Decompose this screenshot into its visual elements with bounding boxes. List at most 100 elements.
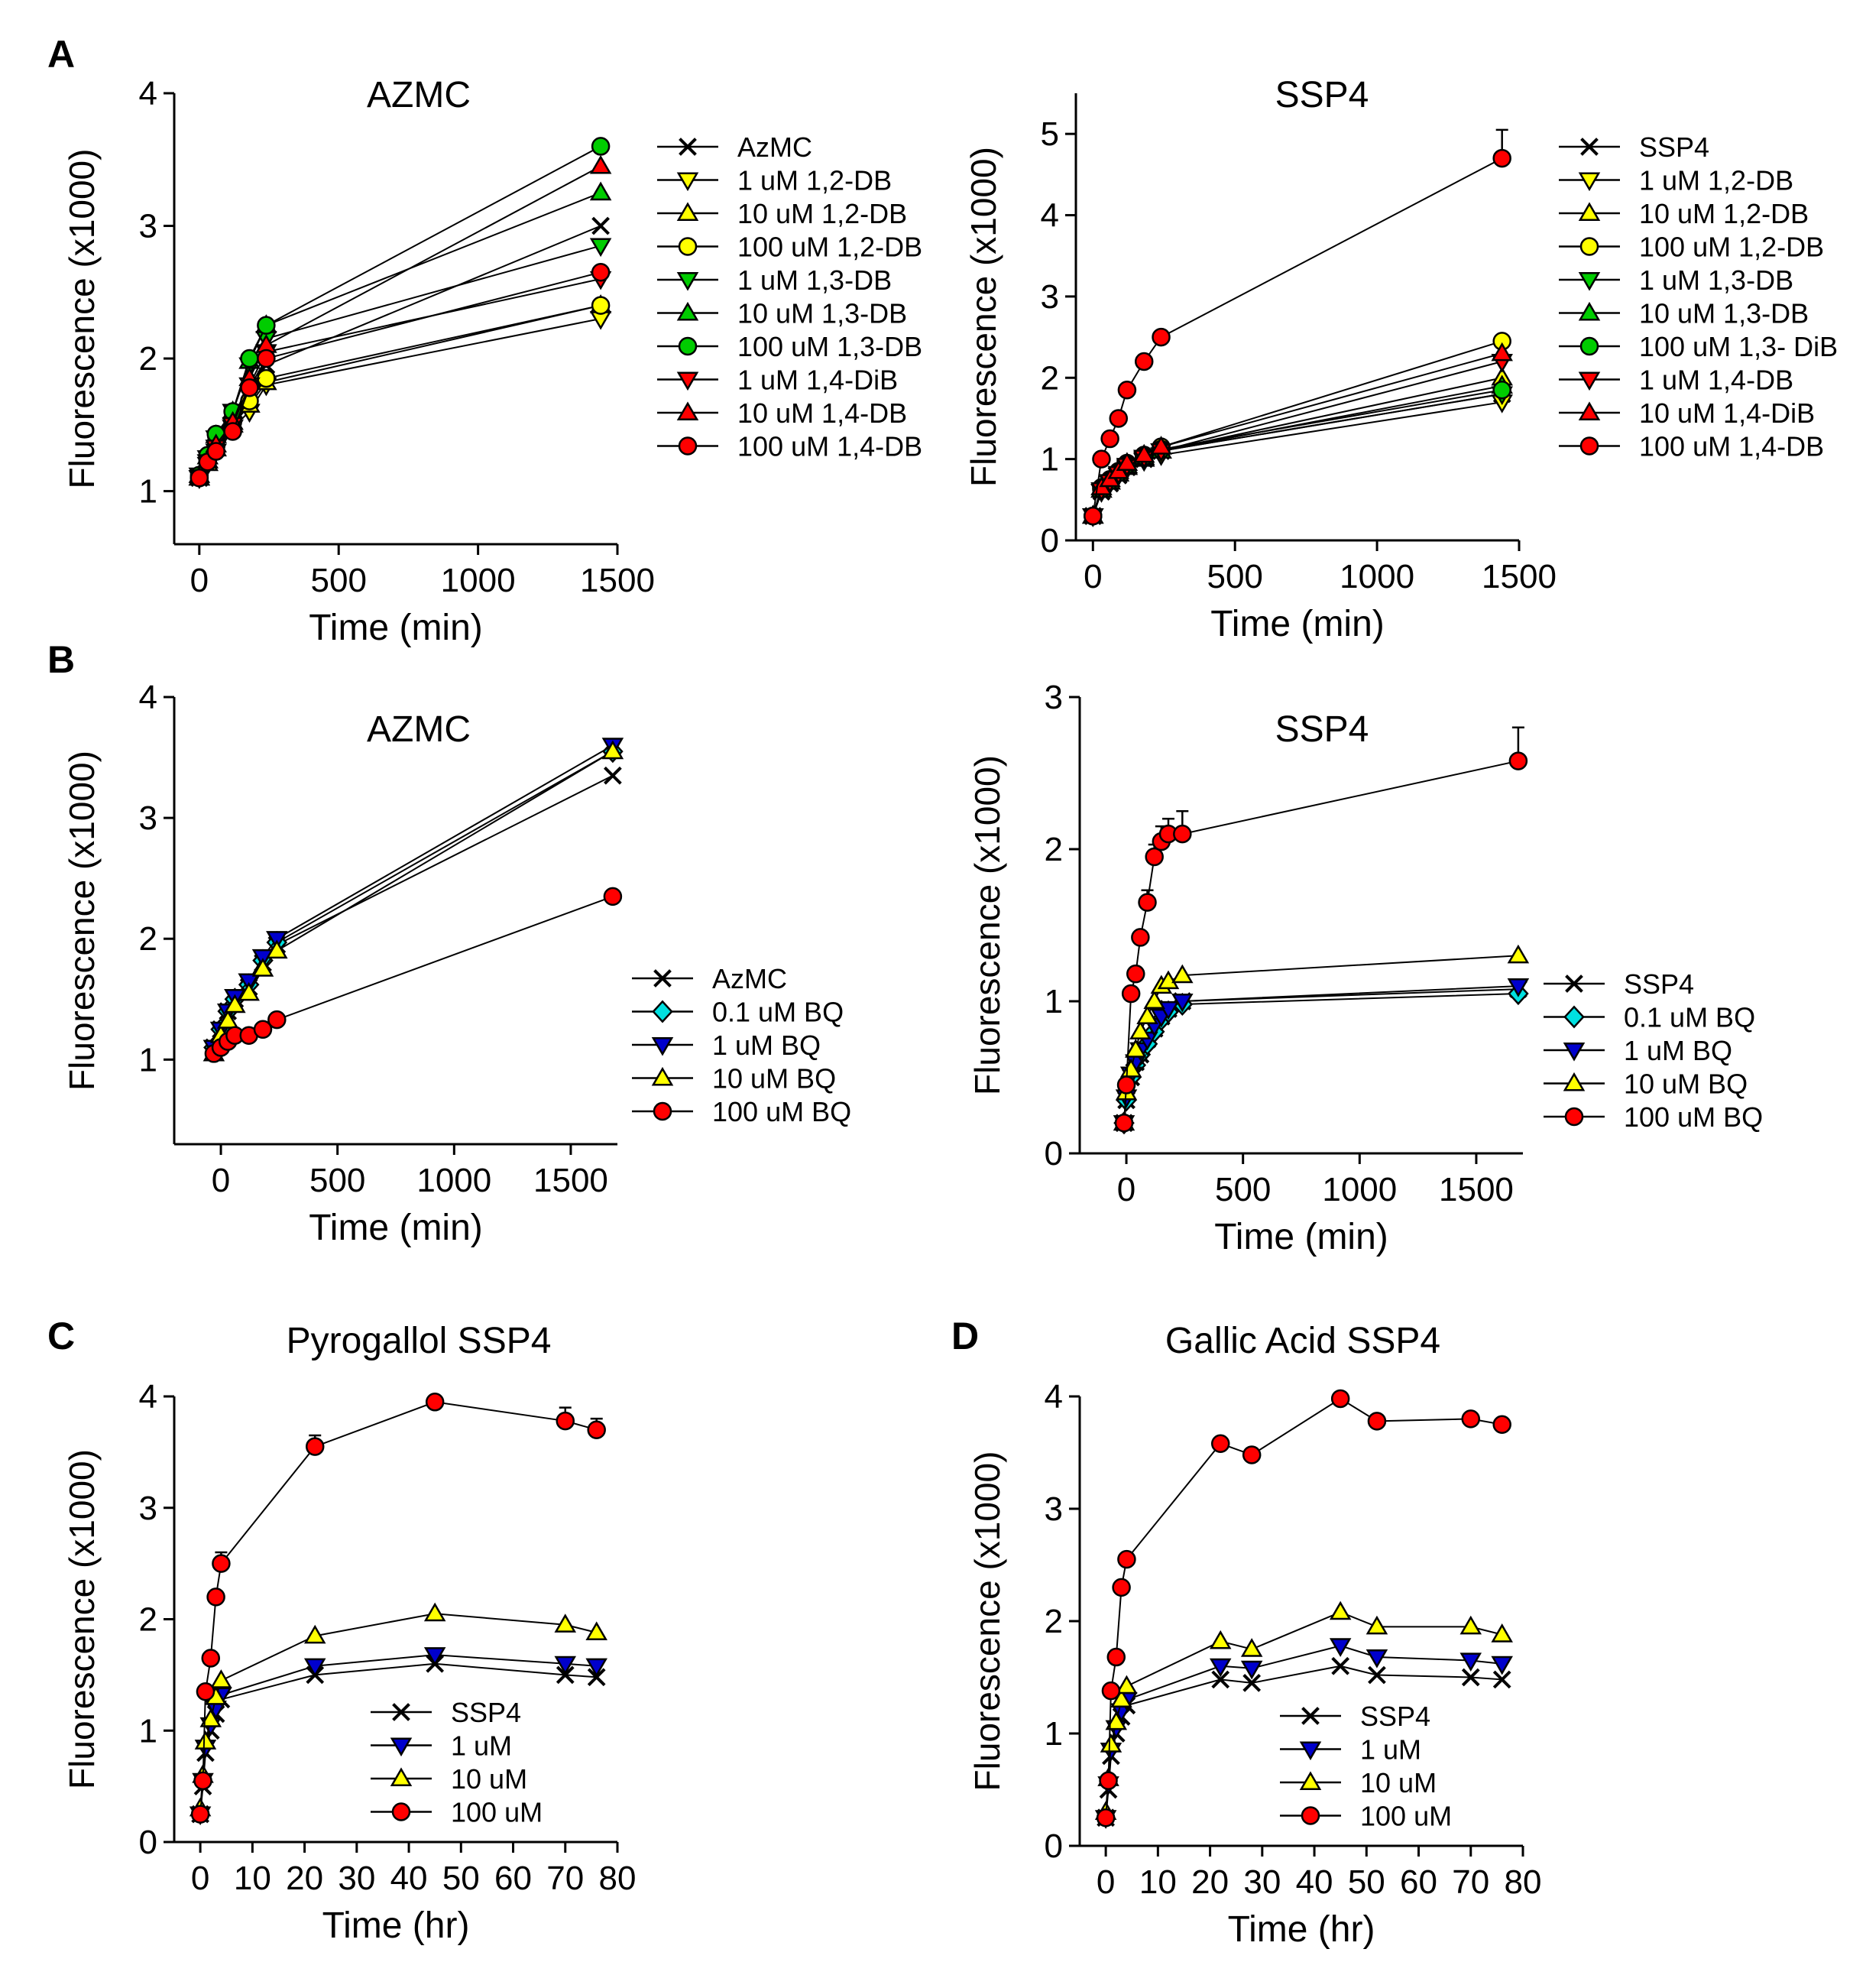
series-1 bbox=[1094, 1638, 1513, 1829]
data-point bbox=[589, 154, 612, 174]
legend-marker bbox=[676, 301, 699, 321]
data-point bbox=[591, 137, 611, 156]
data-point bbox=[1116, 452, 1139, 472]
y-tick-label: 1 bbox=[139, 473, 157, 511]
data-point bbox=[591, 263, 611, 282]
x-axis-label: Time (hr) bbox=[322, 1905, 470, 1946]
data-point bbox=[1329, 1638, 1352, 1657]
x-stroke bbox=[653, 969, 672, 988]
data-point bbox=[1508, 751, 1528, 770]
legend-label: 10 uM 1,3-DB bbox=[1639, 298, 1809, 329]
x-stroke bbox=[1368, 1665, 1386, 1685]
legend-label: 100 uM 1,3- DiB bbox=[1639, 331, 1838, 362]
series-line bbox=[212, 744, 614, 1048]
data-point bbox=[423, 1602, 446, 1622]
y-tick-label: 2 bbox=[1045, 831, 1063, 868]
legend-label: 10 uM BQ bbox=[1624, 1069, 1748, 1100]
x-axis-label: Time (min) bbox=[309, 608, 483, 648]
y-tick-label: 3 bbox=[139, 1490, 157, 1527]
legend-label: 1 uM 1,4-DB bbox=[1639, 365, 1793, 396]
legend-marker bbox=[652, 1000, 673, 1023]
data-point bbox=[193, 1771, 212, 1791]
data-point bbox=[1242, 1445, 1262, 1464]
x-stroke bbox=[1580, 138, 1599, 156]
data-point bbox=[253, 1020, 273, 1039]
data-point bbox=[257, 368, 276, 388]
series-7 bbox=[1082, 353, 1513, 527]
legend-marker bbox=[1563, 1042, 1586, 1062]
chart-title: SSP4 bbox=[1275, 75, 1369, 115]
data-point bbox=[1367, 1412, 1387, 1431]
data-point bbox=[1331, 1656, 1350, 1675]
legend-marker bbox=[1563, 1072, 1586, 1091]
legend-marker bbox=[1579, 436, 1599, 456]
legend-marker bbox=[1578, 202, 1601, 222]
series-1 bbox=[203, 740, 624, 1059]
data-point bbox=[423, 1647, 446, 1666]
legend-marker bbox=[678, 237, 698, 256]
series-line bbox=[212, 751, 614, 1048]
legend-label: 1 uM bbox=[451, 1730, 512, 1762]
series-2 bbox=[1113, 978, 1530, 1134]
legend-marker bbox=[676, 371, 699, 391]
legend-marker bbox=[1578, 401, 1601, 421]
legend-marker bbox=[676, 271, 699, 291]
legend-label: 1 uM 1,2-DB bbox=[1639, 165, 1793, 196]
data-point bbox=[1461, 1409, 1481, 1429]
legend-marker bbox=[1578, 271, 1601, 291]
data-point bbox=[1138, 893, 1157, 912]
x-stroke bbox=[1492, 1670, 1511, 1689]
x-tick-label: 500 bbox=[309, 1162, 365, 1199]
legend-label: SSP4 bbox=[451, 1697, 521, 1728]
series-line bbox=[212, 774, 614, 1048]
y-tick-label: 3 bbox=[1045, 1490, 1063, 1528]
x-stroke bbox=[1331, 1656, 1350, 1675]
x-tick-label: 30 bbox=[338, 1860, 375, 1897]
y-tick-label: 4 bbox=[139, 75, 157, 112]
series-line bbox=[213, 895, 614, 1055]
legend-marker bbox=[1563, 1005, 1585, 1029]
y-tick-label: 1 bbox=[1045, 983, 1063, 1020]
series-1 bbox=[189, 1647, 607, 1826]
y-tick-label: 4 bbox=[1045, 1378, 1063, 1416]
y-tick-label: 1 bbox=[139, 1712, 157, 1750]
data-point bbox=[1084, 506, 1103, 526]
legend-label: 100 uM 1,2-DB bbox=[1639, 232, 1824, 263]
y-tick-label: 4 bbox=[139, 1378, 157, 1416]
data-point bbox=[1134, 352, 1154, 371]
data-point bbox=[425, 1393, 445, 1412]
series-5 bbox=[188, 181, 612, 483]
x-axis-label: Time (min) bbox=[1214, 1217, 1388, 1257]
legend-marker bbox=[1301, 1806, 1320, 1825]
y-axis-label: Fluorescence (x1000) bbox=[967, 1451, 1007, 1792]
legend-label: AzMC bbox=[712, 963, 787, 994]
data-point bbox=[1171, 964, 1194, 984]
legend-marker bbox=[1579, 336, 1599, 356]
panel-label-b: B bbox=[47, 638, 75, 681]
data-point bbox=[1121, 984, 1141, 1004]
data-point bbox=[212, 1554, 231, 1573]
data-point bbox=[1145, 847, 1164, 867]
data-point bbox=[1507, 978, 1530, 997]
x-axis-label: Time (min) bbox=[1210, 604, 1385, 644]
legend-marker bbox=[653, 969, 672, 988]
data-point bbox=[206, 1587, 225, 1607]
data-point bbox=[554, 1613, 577, 1633]
legend-marker bbox=[678, 336, 698, 356]
data-point bbox=[1211, 1670, 1230, 1689]
data-point bbox=[585, 1658, 607, 1678]
legend-marker bbox=[1578, 301, 1601, 321]
x-stroke bbox=[1565, 975, 1583, 993]
data-point bbox=[603, 887, 623, 906]
y-axis-label: Fluorescence (x1000) bbox=[964, 147, 1003, 487]
data-point bbox=[196, 1682, 215, 1701]
series-line bbox=[199, 1654, 597, 1814]
series-line bbox=[1092, 361, 1502, 517]
y-tick-label: 1 bbox=[1045, 1715, 1063, 1753]
data-point bbox=[1129, 1020, 1152, 1039]
legend-label: 10 uM 1,3-DB bbox=[737, 298, 907, 329]
data-point bbox=[190, 468, 209, 488]
x-tick-label: 1500 bbox=[580, 562, 655, 599]
